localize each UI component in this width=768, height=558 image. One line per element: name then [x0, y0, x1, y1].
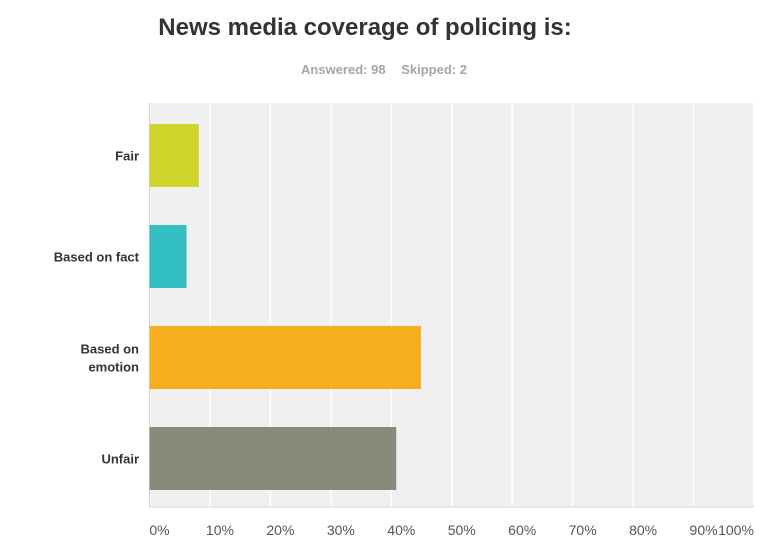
bar-fair	[149, 124, 199, 187]
chart-title: News media coverage of policing is:	[158, 14, 572, 41]
x-tick-label: 20%	[266, 522, 294, 538]
x-tick-label: 100%	[718, 522, 754, 538]
y-category-label: Based on fact	[54, 250, 140, 265]
answered-count: Answered: 98	[301, 62, 386, 77]
x-tick-label: 60%	[508, 522, 536, 538]
y-category-label: Unfair	[101, 452, 139, 467]
x-tick-label: 0%	[149, 522, 169, 538]
x-tick-label: 30%	[327, 522, 355, 538]
skipped-count: Skipped: 2	[401, 62, 467, 77]
x-tick-label: 80%	[629, 522, 657, 538]
bar-unfair	[149, 427, 397, 490]
x-tick-label: 40%	[387, 522, 415, 538]
x-tick-label: 50%	[448, 522, 476, 538]
y-category-label: emotion	[88, 360, 139, 375]
y-category-label: Fair	[115, 149, 139, 164]
x-tick-label: 70%	[569, 522, 597, 538]
y-category-label: Based on	[80, 342, 139, 357]
x-tick-label: 90%	[690, 522, 718, 538]
response-stats: Answered: 98 Skipped: 2	[0, 62, 768, 77]
x-tick-label: 10%	[206, 522, 234, 538]
bar-based-on-emotion	[149, 326, 421, 389]
bar-based-on-fact	[149, 225, 187, 288]
